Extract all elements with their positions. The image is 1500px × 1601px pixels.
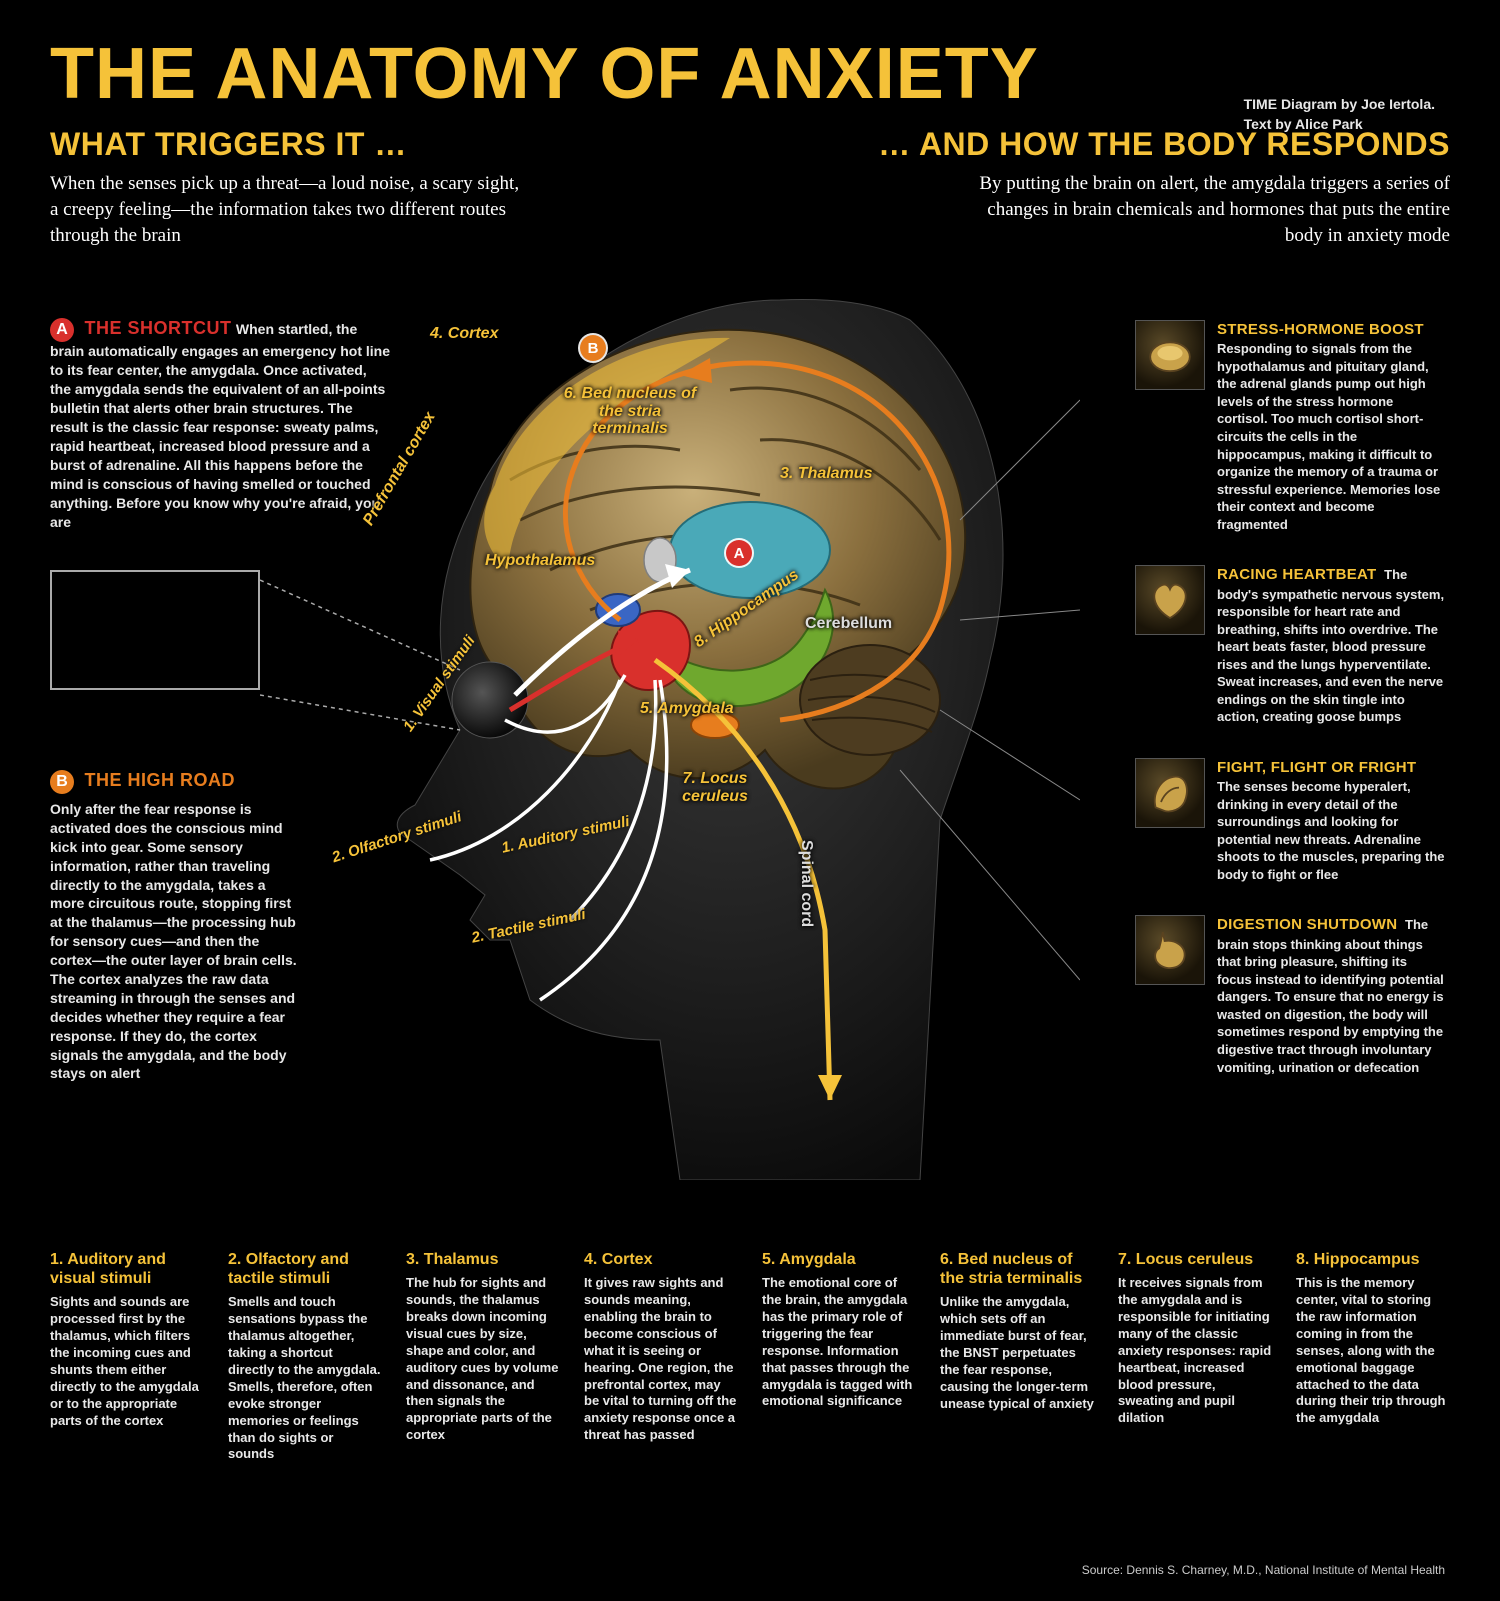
lede-row: When the senses pick up a threat—a loud … (50, 171, 1450, 248)
response-title: RACING HEARTBEAT (1217, 566, 1377, 583)
glossary-title: 5. Amygdala (762, 1250, 916, 1269)
label-bed-nucleus: 6. Bed nucleus of the stria terminalis (560, 385, 700, 438)
diagram-marker-a: A (726, 540, 752, 566)
glossary-title: 3. Thalamus (406, 1250, 560, 1269)
glossary-item-4: 4. Cortex It gives raw sights and sounds… (584, 1250, 738, 1463)
response-item-stress-hormone: STRESS-HORMONE BOOST Responding to signa… (1135, 320, 1445, 533)
label-hypothalamus: Hypothalamus (485, 552, 595, 570)
response-body: The brain stops thinking about things th… (1217, 917, 1444, 1074)
head-diagram: B A 4. Cortex 6. Bed nucleus of the stri… (260, 280, 1080, 1180)
muscle-icon (1135, 758, 1205, 828)
route-b-title: THE HIGH ROAD (84, 770, 235, 790)
glossary-item-6: 6. Bed nucleus of the stria terminalis U… (940, 1250, 1094, 1463)
credit-line-2: Text by Alice Park (1244, 116, 1363, 132)
glossary-item-7: 7. Locus ceruleus It receives signals fr… (1118, 1250, 1272, 1463)
heart-icon (1135, 565, 1205, 635)
glossary-title: 1. Auditory and visual stimuli (50, 1250, 204, 1288)
lede-left: When the senses pick up a threat—a loud … (50, 171, 530, 248)
glossary-item-8: 8. Hippocampus This is the memory center… (1296, 1250, 1450, 1463)
response-title: FIGHT, FLIGHT OR FRIGHT (1217, 759, 1416, 776)
glossary-body: The emotional core of the brain, the amy… (762, 1275, 916, 1410)
response-item-digestion: DIGESTION SHUTDOWN The brain stops think… (1135, 915, 1445, 1076)
source-line: Source: Dennis S. Charney, M.D., Nationa… (1082, 1563, 1445, 1577)
glossary-body: Sights and sounds are processed first by… (50, 1294, 204, 1429)
subhead-left: WHAT TRIGGERS IT … (50, 126, 407, 163)
eye-inset-box (50, 570, 260, 690)
glossary-grid: 1. Auditory and visual stimuli Sights an… (50, 1250, 1450, 1463)
route-a-bullet: A (50, 318, 74, 342)
credit-line-1: TIME Diagram by Joe Iertola. (1244, 96, 1435, 112)
gland-icon (1135, 320, 1205, 390)
subhead-row: WHAT TRIGGERS IT … … AND HOW THE BODY RE… (50, 126, 1450, 163)
glossary-body: Smells and touch sensations bypass the t… (228, 1294, 382, 1463)
glossary-title: 8. Hippocampus (1296, 1250, 1450, 1269)
route-a-title: THE SHORTCUT (84, 318, 231, 338)
response-item-fight-flight: FIGHT, FLIGHT OR FRIGHT The senses becom… (1135, 758, 1445, 884)
glossary-body: This is the memory center, vital to stor… (1296, 1275, 1450, 1427)
page-title: THE ANATOMY OF ANXIETY (50, 40, 1450, 108)
response-body: Responding to signals from the hypothala… (1217, 341, 1440, 531)
glossary-body: The hub for sights and sounds, the thala… (406, 1275, 560, 1444)
route-b-bullet: B (50, 770, 74, 794)
diagram-marker-b: B (580, 335, 606, 361)
glossary-item-1: 1. Auditory and visual stimuli Sights an… (50, 1250, 204, 1463)
credit-block: TIME Diagram by Joe Iertola. Text by Ali… (1244, 95, 1435, 134)
label-cerebellum: Cerebellum (805, 615, 892, 633)
response-title: STRESS-HORMONE BOOST (1217, 321, 1424, 338)
cerebellum-shape (800, 645, 940, 755)
response-body: The body's sympathetic nervous system, r… (1217, 567, 1444, 724)
response-title: DIGESTION SHUTDOWN (1217, 916, 1397, 933)
label-locus: 7. Locus ceruleus (660, 770, 770, 805)
response-body: The senses become hyperalert, drinking i… (1217, 779, 1445, 882)
glossary-title: 4. Cortex (584, 1250, 738, 1269)
glossary-title: 6. Bed nucleus of the stria terminalis (940, 1250, 1094, 1288)
response-item-heartbeat: RACING HEARTBEAT The body's sympathetic … (1135, 565, 1445, 726)
stomach-icon (1135, 915, 1205, 985)
label-spinal: Spinal cord (797, 840, 815, 927)
label-thalamus: 3. Thalamus (780, 465, 872, 483)
glossary-item-2: 2. Olfactory and tactile stimuli Smells … (228, 1250, 382, 1463)
label-cortex: 4. Cortex (430, 325, 498, 343)
glossary-body: It receives signals from the amygdala an… (1118, 1275, 1272, 1427)
glossary-body: Unlike the amygdala, which sets off an i… (940, 1294, 1094, 1412)
glossary-title: 2. Olfactory and tactile stimuli (228, 1250, 382, 1288)
lede-right: By putting the brain on alert, the amygd… (950, 171, 1450, 248)
glossary-body: It gives raw sights and sounds meaning, … (584, 1275, 738, 1444)
label-amygdala: 5. Amygdala (640, 700, 734, 718)
glossary-title: 7. Locus ceruleus (1118, 1250, 1272, 1269)
glossary-item-5: 5. Amygdala The emotional core of the br… (762, 1250, 916, 1463)
glossary-item-3: 3. Thalamus The hub for sights and sound… (406, 1250, 560, 1463)
response-column: STRESS-HORMONE BOOST Responding to signa… (1135, 320, 1445, 1108)
